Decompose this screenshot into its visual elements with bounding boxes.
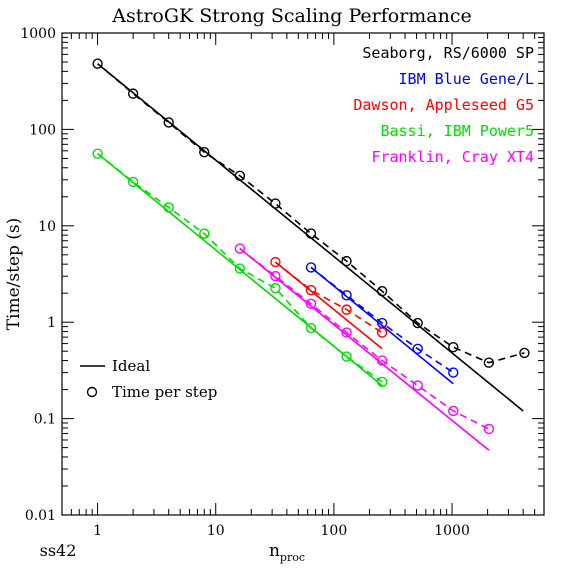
measured-line	[97, 153, 383, 383]
data-point	[199, 228, 210, 239]
data-point	[341, 351, 352, 362]
data-point	[483, 423, 495, 435]
y-tick-label: 0.01	[25, 508, 56, 524]
data-point	[92, 58, 103, 69]
axis-tick-labels: 1 10 100 1000 0.01 0.1 1 10 100 1000	[20, 26, 470, 539]
x-tick-label: 1000	[434, 523, 470, 539]
plot-frame	[61, 32, 545, 516]
data-point	[448, 405, 459, 417]
data-point	[305, 284, 317, 296]
x-axis-label: nproc	[269, 541, 305, 564]
data-point	[519, 347, 530, 359]
series-2	[270, 256, 388, 350]
ideal-line	[97, 153, 383, 387]
data-point	[341, 255, 352, 267]
data-point	[234, 243, 246, 254]
legend-entry: IBM Blue Gene/L	[399, 70, 534, 88]
data-point	[127, 88, 139, 99]
x-axis-label-sub: proc	[280, 551, 305, 564]
data-point	[270, 271, 281, 282]
style-legend: Ideal Time per step	[80, 357, 217, 401]
data-point	[376, 376, 388, 388]
legend-entry: Franklin, Cray XT4	[371, 148, 534, 166]
series-legend: Seaborg, RS/6000 SP IBM Blue Gene/L Dawson…	[353, 44, 534, 166]
ideal-line	[97, 63, 524, 412]
y-tick-label: 0.1	[34, 412, 56, 428]
series-1	[305, 262, 459, 385]
legend-circle-swatch	[86, 386, 98, 398]
legend-entry: Bassi, IBM Power5	[380, 122, 534, 140]
y-tick-label: 1	[47, 315, 56, 331]
data-point	[127, 176, 139, 188]
data-point	[376, 327, 388, 338]
measured-line	[310, 266, 454, 374]
x-tick-label: 100	[321, 523, 348, 539]
y-tick-label: 10	[38, 219, 56, 235]
data-point	[199, 147, 210, 158]
data-point	[305, 262, 317, 273]
axis-ticks	[61, 32, 545, 516]
data-point	[305, 298, 317, 310]
series-4	[234, 243, 495, 451]
data-point	[341, 304, 352, 315]
data-point	[163, 202, 174, 213]
legend-entry: Seaborg, RS/6000 SP	[362, 44, 534, 62]
series-0	[92, 58, 530, 412]
data-point	[305, 322, 317, 334]
data-point	[92, 148, 103, 159]
chart-title: AstroGK Strong Scaling Performance	[111, 5, 472, 27]
data-point	[412, 343, 423, 354]
data-point	[341, 327, 352, 338]
y-axis-label: Time/step (s)	[4, 218, 24, 331]
style-legend-label: Time per step	[112, 383, 217, 401]
data-point	[270, 198, 281, 209]
series-layer	[92, 58, 530, 451]
y-tick-label: 1000	[20, 26, 56, 42]
data-point	[412, 317, 423, 329]
measured-line	[274, 261, 383, 334]
x-axis-label-main: n	[269, 541, 280, 561]
data-point	[448, 342, 459, 353]
data-point	[163, 117, 174, 128]
series-3	[92, 148, 388, 388]
data-point	[448, 367, 459, 378]
data-point	[483, 357, 495, 368]
legend-entry: Dawson, Appleseed G5	[353, 96, 534, 114]
x-tick-label: 1	[93, 523, 102, 539]
data-point	[270, 256, 281, 268]
x-tick-label: 10	[207, 523, 225, 539]
data-point	[376, 355, 388, 366]
data-point	[341, 290, 352, 301]
ideal-line	[274, 261, 383, 350]
footer-label: ss42	[40, 541, 77, 560]
data-point	[412, 380, 423, 391]
measured-line	[239, 247, 490, 430]
data-point	[270, 283, 281, 294]
ideal-line	[239, 247, 490, 451]
data-point	[234, 263, 246, 274]
data-point	[305, 228, 317, 239]
data-point	[376, 285, 388, 297]
data-point	[234, 170, 246, 182]
y-tick-label: 100	[29, 122, 56, 138]
style-legend-label: Ideal	[112, 357, 150, 375]
